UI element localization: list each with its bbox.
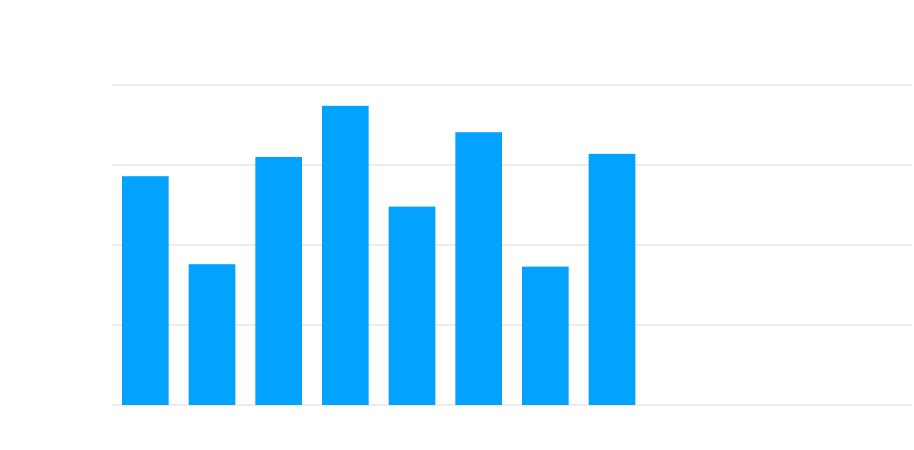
bar	[455, 132, 502, 405]
bar	[188, 264, 236, 405]
y-tick-label: 0	[97, 397, 104, 411]
bar	[122, 176, 169, 405]
bar	[388, 206, 436, 405]
bar	[322, 105, 369, 406]
y-tick-label: 2	[97, 237, 104, 251]
bar	[522, 266, 569, 405]
bar	[255, 157, 302, 405]
y-tick-label: 3	[97, 157, 104, 171]
bar	[588, 153, 636, 405]
y-tick-label: 4	[97, 77, 104, 91]
y-tick-label: 1	[97, 317, 104, 331]
